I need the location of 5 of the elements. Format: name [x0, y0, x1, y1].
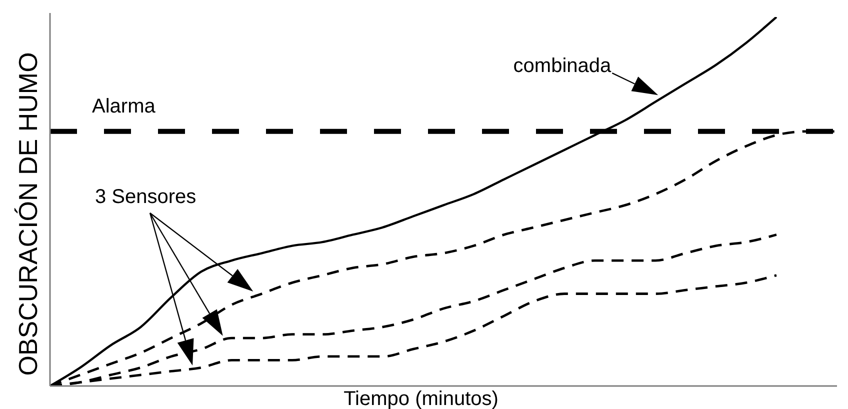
x-axis-title: Tiempo (minutos) [344, 388, 498, 409]
ref-line-label: Alarma [92, 96, 156, 118]
y-axis-title: OBSCURACIÓN DE HUMO [13, 52, 43, 376]
legend-label: combinada [513, 55, 612, 78]
annotation: 3 Sensores [95, 186, 196, 208]
